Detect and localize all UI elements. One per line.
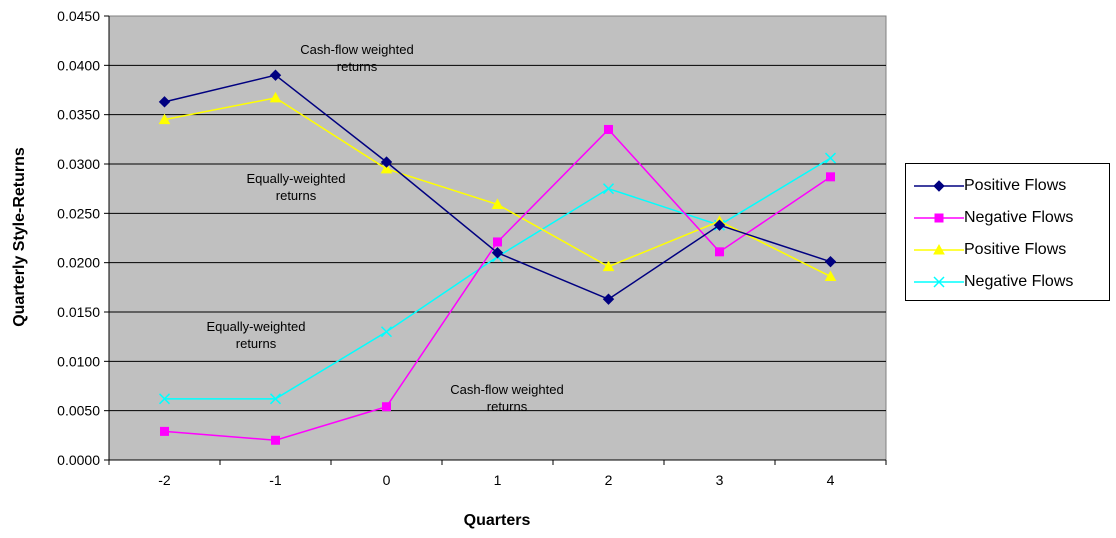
- data-point: [269, 91, 282, 103]
- data-point: [824, 152, 837, 164]
- x-tick-label: 0: [383, 472, 391, 488]
- annotation-line: returns: [276, 188, 317, 203]
- series-2: [160, 124, 835, 445]
- y-tick-label: 0.0250: [57, 205, 100, 221]
- data-point: [715, 247, 724, 257]
- annotation-line: Cash-flow weighted: [450, 382, 563, 397]
- x-tick-label: 2: [605, 472, 613, 488]
- y-tick-label: 0.0400: [57, 57, 100, 73]
- x-marker-stroke: [158, 393, 171, 405]
- x-marker-stroke: [602, 183, 615, 195]
- legend-item: Negative Flows: [906, 206, 1109, 230]
- data-point: [380, 156, 393, 168]
- data-point: [158, 393, 171, 405]
- data-point: [602, 260, 615, 272]
- data-point: [713, 219, 726, 231]
- x-marker-stroke: [380, 326, 393, 338]
- x-tick-label: 1: [494, 472, 502, 488]
- annotation-text: Equally-weighted returns: [246, 171, 345, 203]
- data-point: [824, 270, 837, 281]
- legend-marker: [934, 213, 944, 223]
- legend-marker: [933, 180, 945, 192]
- y-tick-label: 0.0050: [57, 403, 100, 419]
- data-point: [380, 162, 393, 174]
- legend-swatch-square: [914, 213, 964, 223]
- legend-swatch-diamond: [914, 180, 964, 192]
- legend-item: Positive Flows: [906, 238, 1109, 262]
- data-point: [269, 69, 282, 81]
- data-point: [604, 124, 613, 134]
- y-axis-title: Quarterly Style-Returns: [11, 147, 28, 327]
- legend-label: Negative Flows: [964, 209, 1074, 226]
- x-axis-title: Quarters: [464, 512, 531, 529]
- x-tick-label: 4: [827, 472, 835, 488]
- axes: 0.0000 0.0050 0.0100 0.0150 0.0200 0.0250 0.03…: [57, 8, 887, 488]
- y-tick-label: 0.0000: [57, 452, 100, 468]
- data-point: [602, 293, 615, 305]
- legend-swatch-x: [914, 276, 964, 288]
- annotation-text: Cash-flow weighted returns: [450, 382, 563, 414]
- legend: Positive Flows Negative Flows Positive F…: [905, 163, 1110, 301]
- y-tick-label: 0.0450: [57, 8, 100, 24]
- annotation-line: Equally-weighted: [206, 319, 305, 334]
- x-marker-stroke: [824, 152, 837, 164]
- legend-swatch-triangle: [914, 243, 964, 255]
- y-tick-label: 0.0150: [57, 304, 100, 320]
- y-tick-label: 0.0300: [57, 156, 100, 172]
- y-tick-label: 0.0350: [57, 107, 100, 123]
- legend-marker: [933, 276, 945, 288]
- legend-label: Negative Flows: [964, 273, 1074, 290]
- data-point: [382, 402, 391, 412]
- data-point: [493, 237, 502, 247]
- annotation-line: returns: [236, 336, 277, 351]
- y-tick-label: 0.0200: [57, 255, 100, 271]
- annotation-line: returns: [487, 399, 528, 414]
- data-point: [491, 198, 504, 209]
- x-tick-label: -1: [269, 472, 282, 488]
- annotations: Cash-flow weighted returnsEqually-weighte…: [206, 42, 563, 414]
- annotation-text: Cash-flow weighted returns: [300, 42, 413, 74]
- data-point: [158, 113, 171, 125]
- legend-item: Negative Flows: [906, 270, 1109, 294]
- data-point: [602, 183, 615, 195]
- annotation-text: Equally-weighted returns: [206, 319, 305, 351]
- data-point: [160, 426, 169, 436]
- legend-label: Positive Flows: [964, 241, 1067, 258]
- legend-marker: [933, 243, 945, 255]
- x-tick-label: 3: [716, 472, 724, 488]
- data-point: [491, 247, 504, 259]
- series-group: [158, 69, 837, 445]
- data-point: [380, 326, 393, 338]
- annotation-line: Cash-flow weighted: [300, 42, 413, 57]
- x-marker-stroke: [933, 276, 945, 288]
- y-tick-label: 0.0100: [57, 353, 100, 369]
- data-point: [826, 172, 835, 182]
- annotation-line: Equally-weighted: [246, 171, 345, 186]
- x-tick-label: -2: [158, 472, 171, 488]
- data-point: [158, 96, 171, 108]
- legend-label: Positive Flows: [964, 177, 1067, 194]
- annotation-line: returns: [337, 59, 378, 74]
- legend-item: Positive Flows: [906, 174, 1109, 198]
- data-point: [824, 255, 837, 268]
- x-marker-stroke: [269, 393, 282, 405]
- data-point: [269, 393, 282, 405]
- series-1: [158, 69, 837, 305]
- data-point: [271, 435, 280, 445]
